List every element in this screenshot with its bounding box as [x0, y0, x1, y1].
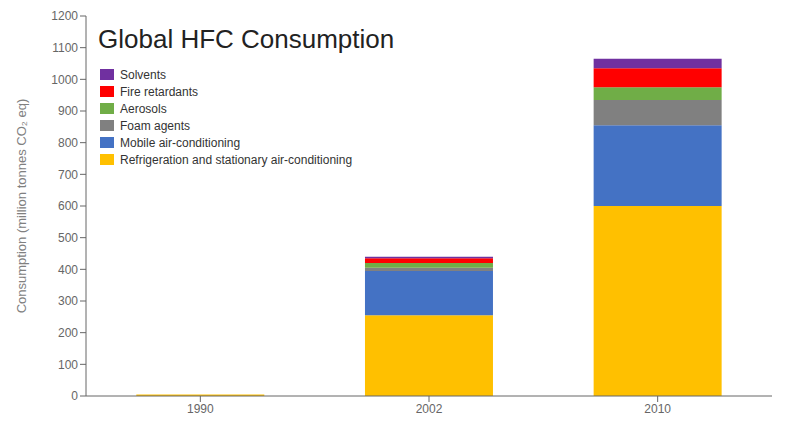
svg-text:300: 300 [58, 294, 78, 308]
html-text:Mobile air-conditioning: Mobile air-conditioning [120, 135, 241, 150]
svg-text:Consumption (million tonnes CO: Consumption (million tonnes CO₂ eq) [14, 99, 29, 314]
html-text:Aerosols: Aerosols [120, 101, 167, 116]
svg-text:500: 500 [58, 231, 78, 245]
svg-text:600: 600 [58, 199, 78, 213]
svg-text:400: 400 [58, 263, 78, 277]
svg-text:1990: 1990 [187, 402, 214, 416]
svg-text:1000: 1000 [51, 73, 78, 87]
svg-text:800: 800 [58, 136, 78, 150]
html-text:Refrigeration and stationary a: Refrigeration and stationary air-conditi… [120, 152, 353, 167]
svg-text:100: 100 [58, 358, 78, 372]
svg-text:1100: 1100 [52, 41, 78, 55]
svg-text:0: 0 [71, 389, 78, 403]
html-text:Foam agents: Foam agents [120, 118, 190, 133]
svg-text:900: 900 [58, 104, 78, 118]
svg-text:200: 200 [58, 326, 78, 340]
svg-text:1200: 1200 [51, 9, 78, 23]
svg-text:2010: 2010 [644, 402, 671, 416]
html-text:Fire retardants: Fire retardants [120, 84, 198, 99]
svg-text:700: 700 [58, 168, 78, 182]
html-text:Solvents: Solvents [120, 67, 166, 82]
html-text:Global HFC Consumption: Global HFC Consumption [98, 24, 395, 54]
svg-text:2002: 2002 [416, 402, 443, 416]
